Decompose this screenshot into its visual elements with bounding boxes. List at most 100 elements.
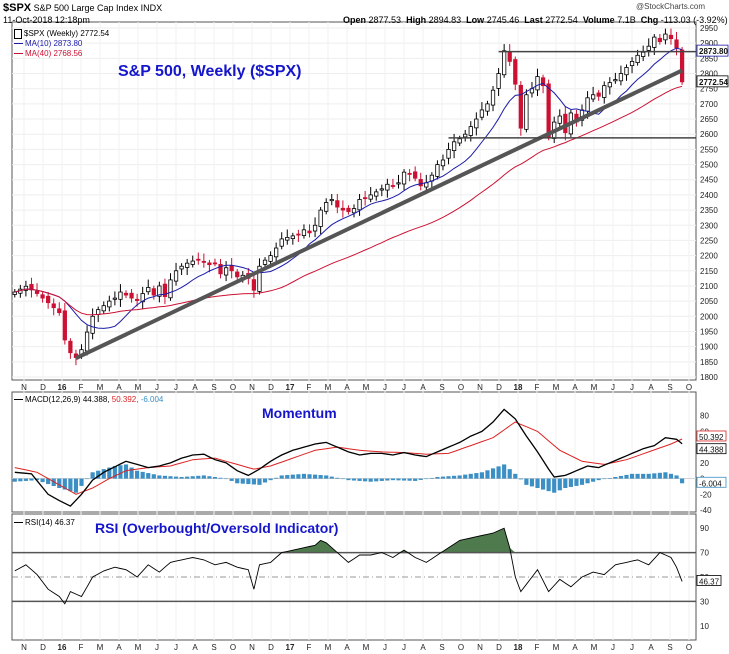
legend-price: $SPX (Weekly) 2772.54 (14, 29, 109, 39)
candle-body (624, 67, 629, 76)
low-value: 2745.46 (486, 15, 520, 25)
candle-body (385, 183, 390, 191)
candle-body (502, 50, 507, 76)
x-tick-label: S (211, 643, 216, 652)
x-tick-label: M (135, 643, 142, 652)
x-tick-label: D (496, 643, 502, 652)
price-tick-label: 2700 (700, 100, 718, 109)
macd-histogram-bar (34, 478, 40, 481)
candle-body (146, 287, 151, 293)
macd-histogram-bar (463, 474, 468, 479)
x-tick-label: N (249, 643, 255, 652)
candle (157, 281, 162, 303)
candle (463, 129, 468, 142)
candle (385, 178, 390, 198)
high-value: 2894.83 (428, 15, 462, 25)
candle-body (168, 279, 173, 299)
macd-title: Momentum (262, 405, 337, 421)
candle-body (513, 59, 518, 85)
chg-value: -113.03 (-3.92%) (660, 15, 728, 25)
x-tick-label: A (420, 643, 426, 652)
candle-body (546, 83, 551, 138)
candle-body (179, 265, 184, 270)
price-tick-label: 1900 (700, 343, 718, 352)
x-tick-label: D (268, 643, 274, 652)
candle-body (401, 171, 407, 185)
macd-histogram-bar (635, 473, 640, 479)
candle-body (490, 89, 496, 106)
candle (229, 258, 234, 279)
candle (596, 89, 601, 101)
candle (646, 38, 651, 57)
candle-body (485, 103, 490, 112)
x-tick-label: F (79, 383, 84, 392)
candle (329, 194, 334, 206)
macd-tick-label: 80 (700, 412, 709, 421)
candle-body (62, 310, 67, 341)
candle (62, 302, 67, 345)
candle-body (251, 279, 257, 291)
candle-body (157, 285, 162, 297)
exchange: INDX (140, 3, 163, 13)
candle (185, 258, 190, 276)
candle-body (223, 267, 229, 276)
stockcharts-credit: @StockCharts.com (636, 2, 706, 11)
legend-macd-label: MACD(12,26,9) (25, 395, 81, 404)
legend-ma40: MA(40) 2768.56 (14, 49, 82, 58)
candle-body (29, 284, 34, 291)
candle-body (140, 293, 145, 303)
macd-histogram-bar (324, 475, 329, 479)
candle-body (451, 141, 457, 152)
candle-body (635, 54, 640, 63)
price-value-tag (696, 44, 729, 57)
legend-ma10: MA(10) 2873.80 (14, 39, 82, 48)
candle (407, 169, 412, 182)
ma10-line (14, 47, 683, 329)
candle-body (518, 84, 523, 129)
macd-histogram-bar (235, 478, 240, 484)
candle-body (57, 308, 62, 314)
candle-body (340, 207, 346, 211)
macd-value-tag (696, 430, 727, 442)
x-tick-label: A (116, 643, 122, 652)
candle-body (257, 265, 262, 292)
macd-histogram-bar (212, 477, 218, 479)
candle (679, 46, 685, 85)
candle (663, 28, 668, 45)
candle (207, 259, 212, 273)
x-tick-label: M (591, 383, 598, 392)
candle-body (440, 159, 446, 167)
candle (290, 232, 295, 245)
x-tick-label: F (307, 643, 312, 652)
candle-body (418, 179, 423, 187)
macd-histogram-bar (307, 474, 312, 479)
x-tick-label: A (192, 643, 198, 652)
last-value: 2772.54 (545, 15, 578, 25)
ohlc-readout: Open 2877.53 High 2894.83 Low 2745.46 La… (343, 15, 729, 25)
macd-histogram-bar (135, 470, 140, 479)
candle (507, 44, 512, 66)
candle-body (396, 182, 401, 185)
x-tick-label: M (97, 383, 104, 392)
macd-histogram-bar (68, 478, 73, 492)
macd-histogram-bar (624, 474, 629, 479)
candle (357, 194, 362, 216)
macd-histogram-bar (201, 475, 206, 479)
x-tick-label: O (458, 643, 464, 652)
candle-body (585, 97, 590, 112)
macd-histogram-bar (107, 467, 112, 479)
macd-histogram-bar (18, 478, 23, 482)
rsi-value-tag (696, 575, 722, 586)
x-tick-label: N (477, 383, 483, 392)
low-label: Low (466, 15, 485, 25)
candle (401, 169, 407, 191)
candle-body (335, 200, 340, 208)
macd-histogram-bar (196, 475, 201, 479)
candle-body (407, 172, 412, 175)
macd-histogram-bar (535, 478, 540, 488)
price-tick-label: 1950 (700, 327, 718, 336)
candle-body (368, 194, 373, 200)
candle (301, 224, 307, 239)
macd-histogram-bar (418, 478, 423, 480)
volume-label: Volume (582, 15, 615, 25)
